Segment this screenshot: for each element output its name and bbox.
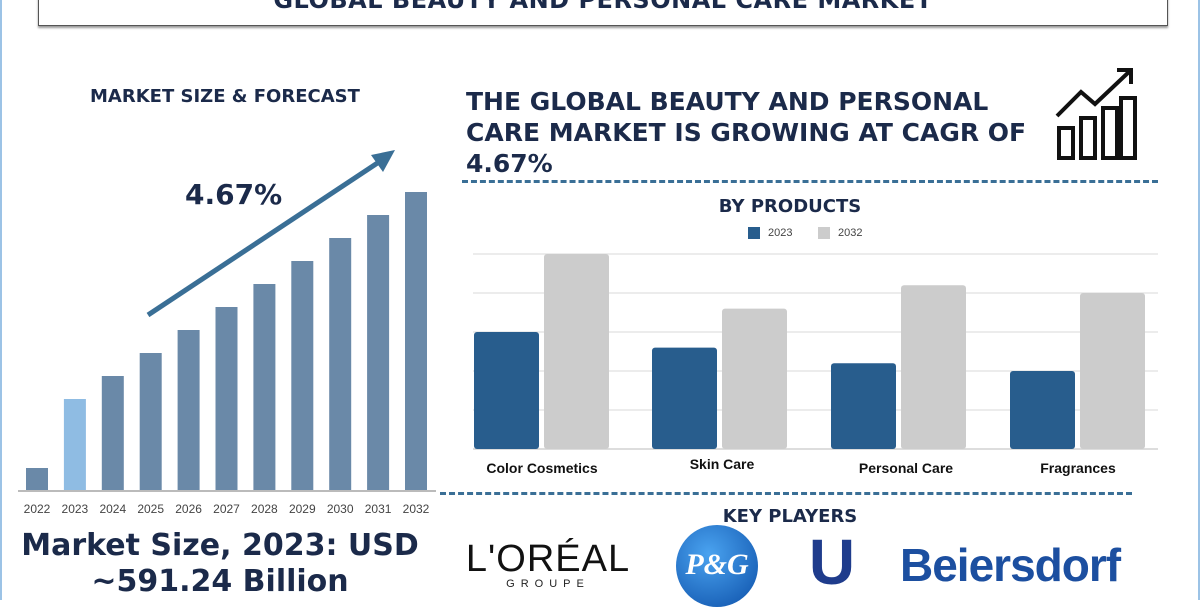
legend-2032: 2032 — [818, 227, 863, 240]
x-tick-2025: 2025 — [137, 502, 165, 516]
bar-fragrances-2023 — [1010, 371, 1075, 449]
key-players-heading: KEY PLAYERS — [722, 506, 858, 527]
x-tick-2023: 2023 — [61, 502, 89, 516]
bar-2026 — [177, 330, 200, 490]
cagr-label: 4.67% — [185, 178, 283, 211]
cagr-headline: THE GLOBAL BEAUTY AND PERSONAL CARE MARK… — [466, 87, 1027, 178]
legend-swatch — [748, 227, 760, 240]
market-size-text: Market Size, 2023: USD ~591.24 Billion — [0, 528, 440, 600]
bar-2027 — [215, 307, 238, 490]
legend-swatch — [818, 227, 830, 240]
divider-bottom — [440, 492, 1132, 495]
products-chart-title: BY PRODUCTS — [718, 196, 862, 217]
category-label: Personal Care — [858, 460, 954, 476]
x-tick-2032: 2032 — [402, 502, 430, 516]
growth-arrow — [146, 155, 387, 318]
bar-2023 — [63, 399, 86, 490]
pg-logo: P&G — [676, 525, 758, 607]
bar-skin-care-2023 — [652, 347, 717, 449]
bar-color-cosmetics-2023 — [474, 332, 539, 449]
products-chart — [473, 253, 1158, 450]
x-tick-2022: 2022 — [23, 502, 51, 516]
bar-2028 — [253, 284, 276, 490]
category-label: Color Cosmetics — [486, 460, 598, 476]
bar-color-cosmetics-2032 — [544, 254, 609, 449]
bar-skin-care-2032 — [722, 308, 787, 449]
bar-personal-care-2032 — [901, 285, 966, 449]
x-tick-2030: 2030 — [326, 502, 354, 516]
loreal-logo: L'ORÉAL GROUPE — [465, 538, 631, 590]
title-box: GLOBAL BEAUTY AND PERSONAL CARE MARKET — [38, 0, 1168, 26]
bar-2030 — [329, 238, 352, 490]
bar-2032 — [405, 192, 427, 490]
left-heading: MARKET SIZE & FORECAST — [90, 86, 360, 107]
x-tick-2024: 2024 — [99, 502, 127, 516]
x-tick-2029: 2029 — [288, 502, 316, 516]
legend-label: 2023 — [768, 227, 793, 239]
bar-2024 — [101, 376, 124, 490]
category-label: Fragrances — [1040, 460, 1116, 476]
bar-personal-care-2023 — [831, 363, 896, 449]
legend-2023: 2023 — [748, 227, 793, 240]
growth-arrow-svg — [146, 150, 395, 318]
page-title: GLOBAL BEAUTY AND PERSONAL CARE MARKET — [273, 0, 933, 14]
bar-2022 — [26, 468, 48, 490]
growth-arrow-head — [371, 150, 395, 172]
x-tick-2026: 2026 — [175, 502, 202, 516]
beiersdorf-logo: Beiersdorf — [900, 539, 1121, 591]
divider-top — [462, 180, 1158, 183]
unilever-logo: U — [808, 526, 856, 598]
x-tick-2028: 2028 — [251, 502, 278, 516]
market-size-line2: ~591.24 Billion — [91, 564, 349, 599]
x-tick-2027: 2027 — [213, 502, 240, 516]
x-tick-2031: 2031 — [364, 502, 392, 516]
bar-2031 — [367, 215, 390, 490]
bar-fragrances-2032 — [1080, 293, 1145, 449]
legend-label: 2032 — [838, 227, 863, 239]
growth-chart-icon — [1055, 68, 1137, 160]
bar-2029 — [291, 261, 314, 490]
bar-2025 — [139, 353, 162, 490]
market-forecast-chart — [18, 192, 436, 492]
market-size-line1: Market Size, 2023: USD — [21, 528, 419, 563]
category-label: Skin Care — [689, 456, 755, 472]
